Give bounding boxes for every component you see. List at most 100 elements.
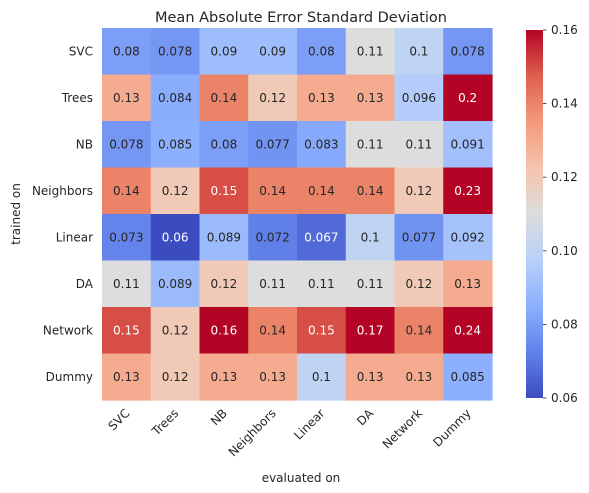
heatmap-cell-label: 0.089 [207, 230, 241, 244]
heatmap-cell-label: 0.12 [162, 370, 189, 384]
heatmap-cell-label: 0.06 [162, 230, 189, 244]
heatmap-cell [248, 214, 298, 262]
heatmap-cell [150, 307, 201, 355]
heatmap-cell-label: 0.11 [357, 137, 384, 151]
heatmap-cell-label: 0.096 [402, 91, 436, 105]
heatmap-cell-label: 0.15 [211, 184, 238, 198]
y-tick-label: Network [43, 323, 93, 337]
heatmap-cell-label: 0.14 [211, 91, 238, 105]
colorbar-tick-label: 0.08 [551, 317, 578, 331]
heatmap-cell [248, 260, 298, 308]
x-tick-label: Network [380, 406, 425, 451]
heatmap-cell [102, 74, 152, 122]
heatmap-cell [297, 74, 347, 122]
heatmap-cells [102, 28, 493, 401]
heatmap-cell [394, 214, 444, 262]
heatmap-cell [248, 307, 298, 355]
heatmap-cell-label: 0.14 [406, 323, 433, 337]
heatmap-cell-label: 0.12 [406, 277, 433, 291]
heatmap-cell-label: 0.12 [162, 323, 189, 337]
heatmap-cell [394, 121, 444, 169]
heatmap-cell-label: 0.077 [255, 137, 289, 151]
heatmap-cell-label: 0.13 [259, 370, 286, 384]
heatmap-cell [248, 28, 298, 76]
heatmap-cell-label: 0.09 [259, 44, 286, 58]
heatmap-cell-label: 0.078 [158, 44, 192, 58]
heatmap-cell [394, 353, 444, 401]
colorbar-gradient [526, 30, 543, 398]
heatmap-cell-label: 0.13 [406, 370, 433, 384]
heatmap-cell [248, 121, 298, 169]
heatmap-cell [297, 307, 347, 355]
heatmap-cell [199, 307, 249, 355]
heatmap-cell-label: 0.14 [308, 184, 335, 198]
heatmap-cell [297, 121, 347, 169]
heatmap-cell [199, 260, 249, 308]
heatmap-cell [150, 121, 201, 169]
x-axis-label: evaluated on [262, 471, 341, 485]
heatmap-cell-label: 0.15 [113, 323, 140, 337]
colorbar-tick-label: 0.16 [551, 23, 578, 37]
heatmap-cell-labels: 0.08 0.078 0.09 0.09 0.08 0.11 0.1 0.078 0.13 0.0… [109, 44, 485, 384]
heatmap-cell-label: 0.12 [211, 277, 238, 291]
x-tick-label: Dummy [430, 406, 473, 449]
heatmap-cell [199, 74, 249, 122]
heatmap-cell-label: 0.13 [454, 277, 481, 291]
heatmap-cell [345, 353, 396, 401]
y-tick-label: Dummy [46, 370, 93, 384]
heatmap-cell [199, 214, 249, 262]
heatmap-cell [150, 214, 201, 262]
heatmap-cell-label: 0.083 [304, 137, 338, 151]
heatmap-cell [394, 167, 444, 215]
heatmap-cell [150, 167, 201, 215]
heatmap-cell [443, 260, 493, 308]
heatmap-cell [150, 353, 201, 401]
heatmap-cell [345, 74, 396, 122]
heatmap-cell [345, 121, 396, 169]
colorbar-tick-label: 0.12 [551, 170, 578, 184]
heatmap-cell [345, 260, 396, 308]
heatmap-cell-label: 0.08 [211, 137, 238, 151]
heatmap-cell-label: 0.17 [357, 323, 384, 337]
heatmap-cell [443, 214, 493, 262]
heatmap-cell-label: 0.15 [308, 323, 335, 337]
x-tick-label: DA [354, 406, 377, 429]
heatmap-cell-label: 0.11 [259, 277, 286, 291]
heatmap-cell-label: 0.085 [158, 137, 192, 151]
heatmap-cell-label: 0.14 [357, 184, 384, 198]
y-tick-label: Trees [61, 91, 93, 105]
heatmap-cell [394, 307, 444, 355]
heatmap-cell [102, 260, 152, 308]
heatmap-cell-label: 0.14 [113, 184, 140, 198]
heatmap-cell-label: 0.14 [259, 323, 286, 337]
y-tick-label: SVC [69, 44, 93, 58]
heatmap-cell [443, 307, 493, 355]
heatmap-cell [394, 260, 444, 308]
heatmap-cell-label: 0.11 [406, 137, 433, 151]
heatmap-cell [443, 167, 493, 215]
heatmap-cell [248, 74, 298, 122]
x-tick-label: Trees [149, 406, 182, 439]
heatmap-cell [297, 214, 347, 262]
heatmap-cell [297, 167, 347, 215]
y-axis-tick-labels: SVC Trees NB Neighbors Linear DA Network Dummy [32, 44, 94, 384]
heatmap-cell-label: 0.089 [158, 277, 192, 291]
heatmap-cell-label: 0.1 [409, 44, 428, 58]
heatmap-cell [199, 353, 249, 401]
heatmap-cell [248, 353, 298, 401]
heatmap-cell-label: 0.077 [402, 230, 436, 244]
heatmap-cell [199, 121, 249, 169]
heatmap-cell [443, 74, 493, 122]
y-tick-label: Neighbors [32, 184, 93, 198]
heatmap-cell [394, 74, 444, 122]
chart-title: Mean Absolute Error Standard Deviation [155, 10, 447, 26]
heatmap-cell-label: 0.078 [450, 44, 484, 58]
y-tick-label: NB [76, 137, 93, 151]
heatmap-cell [199, 28, 249, 76]
x-tick-label: NB [208, 406, 230, 428]
heatmap-cell-label: 0.072 [255, 230, 289, 244]
heatmap-cell-label: 0.13 [308, 91, 335, 105]
heatmap-cell [345, 214, 396, 262]
